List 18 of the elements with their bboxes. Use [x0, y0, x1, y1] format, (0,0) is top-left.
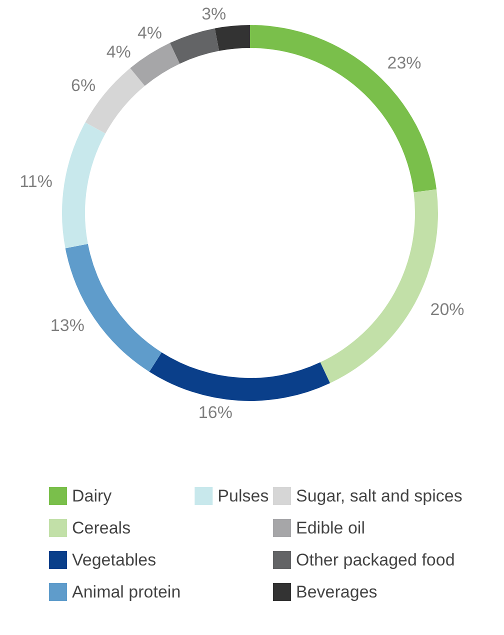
- data-label: 13%: [50, 316, 84, 335]
- data-label: 11%: [20, 172, 52, 192]
- legend-label: Vegetables: [72, 550, 156, 570]
- data-label: 3%: [202, 4, 226, 24]
- data-label: 23%: [387, 53, 422, 72]
- data-label: 4%: [137, 23, 162, 42]
- legend-label: Dairy: [72, 486, 112, 506]
- legend-label: Beverages: [296, 582, 378, 602]
- legend-label: Pulses: [218, 486, 269, 506]
- legend-label: Edible oil: [296, 518, 365, 538]
- legend-label: Animal protein: [72, 582, 181, 602]
- data-label: 16%: [198, 403, 232, 422]
- legend-label: Sugar, salt and spices: [296, 486, 462, 506]
- legend-label: Other packaged food: [296, 550, 455, 570]
- data-label: 6%: [71, 76, 96, 96]
- legend-label: Cereals: [72, 518, 131, 538]
- data-label: 20%: [430, 300, 464, 319]
- data-label: 4%: [106, 42, 131, 62]
